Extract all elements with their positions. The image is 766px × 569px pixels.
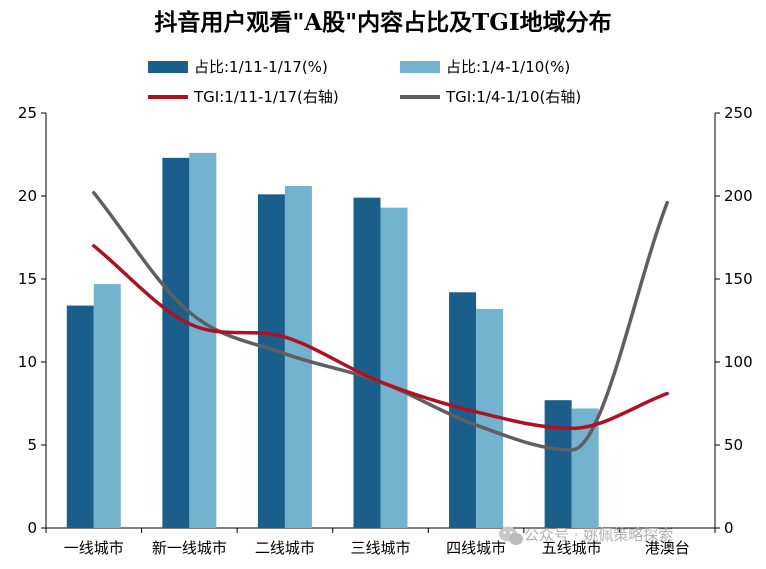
left-tick-label: 10 <box>18 353 37 371</box>
legend-label: TGI:1/4-1/10(右轴) <box>445 88 581 106</box>
bar-prior-week <box>93 283 121 528</box>
category-label: 新一线城市 <box>152 539 227 557</box>
category-label: 二线城市 <box>255 539 315 557</box>
bar-prior-week <box>189 152 217 528</box>
right-tick-label: 0 <box>724 519 734 537</box>
bar-recent-week <box>257 194 285 528</box>
bar-prior-week <box>380 207 408 528</box>
chart-title: 抖音用户观看"A股"内容占比及TGI地域分布 <box>154 9 611 36</box>
right-tick-label: 200 <box>724 187 753 205</box>
watermark-text: 公众号 · 姚佩策略探索 <box>524 526 673 544</box>
left-tick-label: 15 <box>18 270 37 288</box>
right-tick-label: 250 <box>724 104 753 122</box>
category-label: 一线城市 <box>64 539 124 557</box>
legend-label: 占比:1/4-1/10(%) <box>446 58 570 76</box>
legend-label: 占比:1/11-1/17(%) <box>194 58 328 76</box>
left-tick-label: 20 <box>18 187 37 205</box>
right-tick-label: 150 <box>724 270 753 288</box>
category-label: 三线城市 <box>350 539 410 557</box>
left-tick-label: 0 <box>27 519 37 537</box>
category-label: 四线城市 <box>446 539 506 557</box>
bar-recent-week <box>544 400 572 528</box>
right-tick-label: 100 <box>724 353 753 371</box>
bar-recent-week <box>66 305 94 528</box>
watermark: 公众号 · 姚佩策略探索 <box>499 526 673 545</box>
left-tick-label: 5 <box>27 436 37 454</box>
category-labels: 一线城市 新一线城市 二线城市 三线城市 四线城市 五线城市 港澳台 <box>64 539 690 557</box>
legend-item: TGI:1/11-1/17(右轴) <box>148 88 339 106</box>
legend-item: 占比:1/4-1/10(%) <box>400 58 570 76</box>
wechat-icon <box>499 526 523 545</box>
legend-label: TGI:1/11-1/17(右轴) <box>193 88 339 106</box>
legend-swatch <box>148 61 188 73</box>
legend-swatch <box>400 61 440 73</box>
right-tick-label: 50 <box>724 436 743 454</box>
left-tick-label: 25 <box>18 104 37 122</box>
legend: 占比:1/11-1/17(%) 占比:1/4-1/10(%) TGI:1/11-1/… <box>148 58 581 106</box>
lines <box>92 190 669 452</box>
bars <box>66 152 599 529</box>
bar-recent-week <box>162 157 190 528</box>
category-label: 港澳台 <box>645 539 690 557</box>
legend-item: TGI:1/4-1/10(右轴) <box>400 88 581 106</box>
bar-recent-week <box>353 197 381 528</box>
category-label: 五线城市 <box>542 539 602 557</box>
legend-item: 占比:1/11-1/17(%) <box>148 58 328 76</box>
tgi-recent-week-line <box>92 244 669 431</box>
